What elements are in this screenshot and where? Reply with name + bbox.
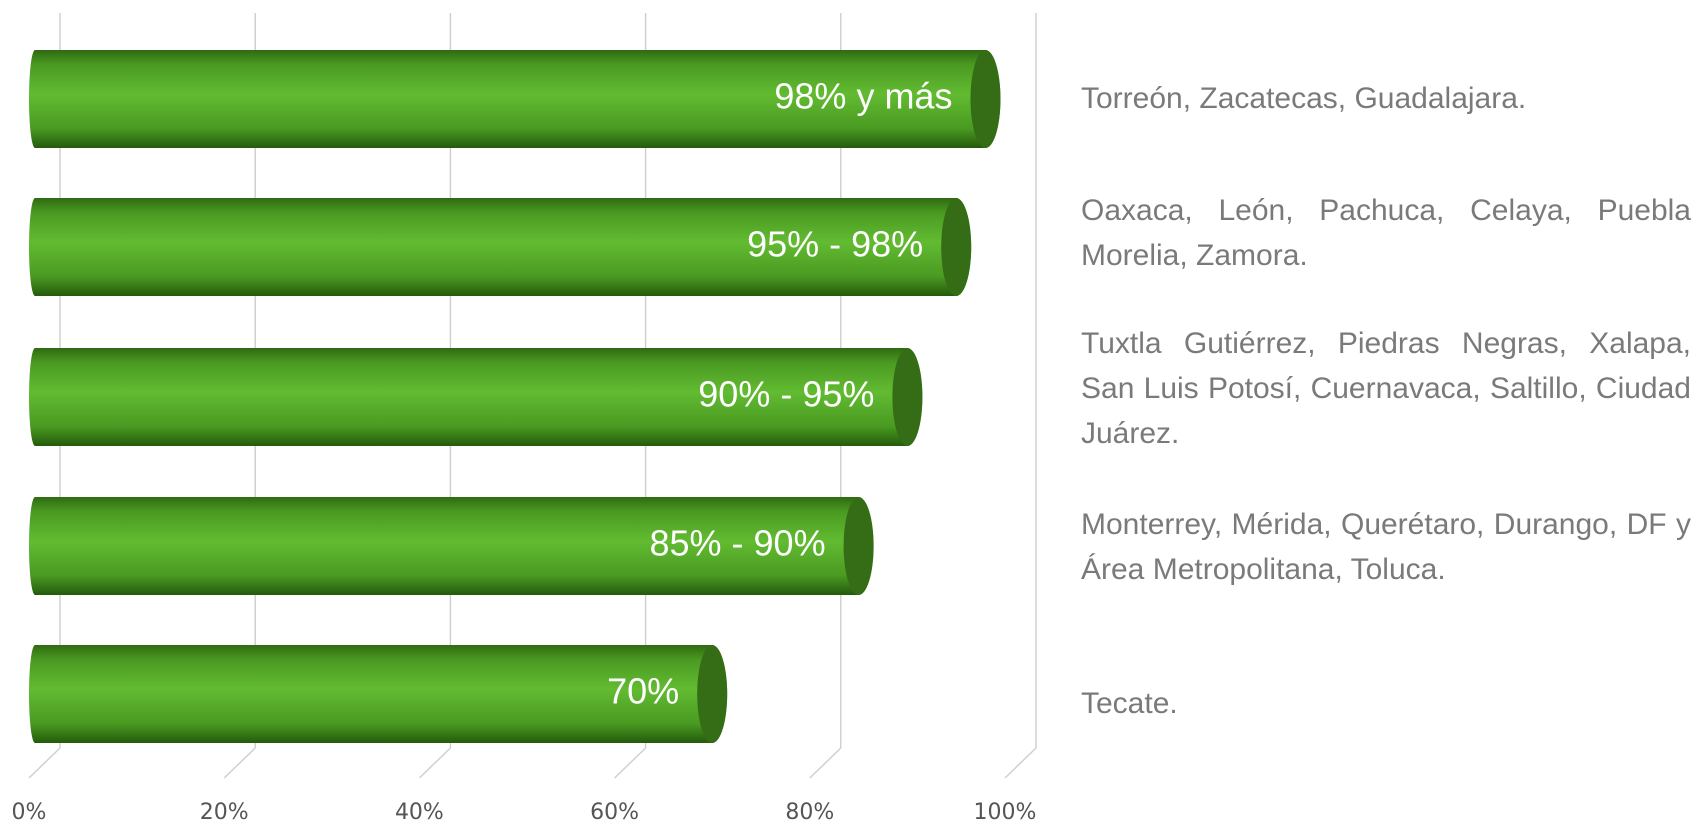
- grid-line: [418, 747, 451, 779]
- bar-cap: [843, 497, 874, 595]
- x-tick-label: 40%: [395, 800, 444, 825]
- category-label: Oaxaca, León, Pachuca, Celaya, Puebla Mo…: [1081, 194, 1691, 272]
- category-label: Tecate.: [1081, 687, 1178, 720]
- x-tick-label: 0%: [12, 800, 47, 825]
- value-label: 70%: [607, 671, 679, 712]
- bar-cap: [892, 348, 923, 446]
- x-tick-label: 80%: [785, 800, 834, 825]
- bar: [29, 348, 923, 446]
- value-label: 90% - 95%: [698, 374, 874, 415]
- bar-cap: [970, 50, 1001, 148]
- value-label: 85% - 90%: [649, 523, 825, 564]
- grid-line: [809, 747, 842, 779]
- grid-line: [28, 747, 61, 779]
- x-tick-label: 20%: [200, 800, 249, 825]
- bar-cap: [697, 645, 728, 743]
- grid-line: [614, 747, 647, 779]
- category-label: Monterrey, Mérida, Querétaro, Durango, D…: [1081, 508, 1691, 586]
- bar-cap: [941, 198, 972, 296]
- bar: [29, 645, 728, 743]
- value-label: 95% - 98%: [747, 224, 923, 265]
- value-label: 98% y más: [774, 76, 952, 117]
- grid-line: [1004, 747, 1037, 779]
- category-label: Tuxtla Gutiérrez, Piedras Negras, Xalapa…: [1081, 327, 1691, 450]
- bar: [29, 497, 874, 595]
- category-label: Torreón, Zacatecas, Guadalajara.: [1081, 82, 1527, 115]
- grid-line: [223, 747, 256, 779]
- x-tick-label: 100%: [974, 800, 1037, 825]
- x-tick-label: 60%: [590, 800, 639, 825]
- bar: [29, 50, 1001, 148]
- bar: [29, 198, 972, 296]
